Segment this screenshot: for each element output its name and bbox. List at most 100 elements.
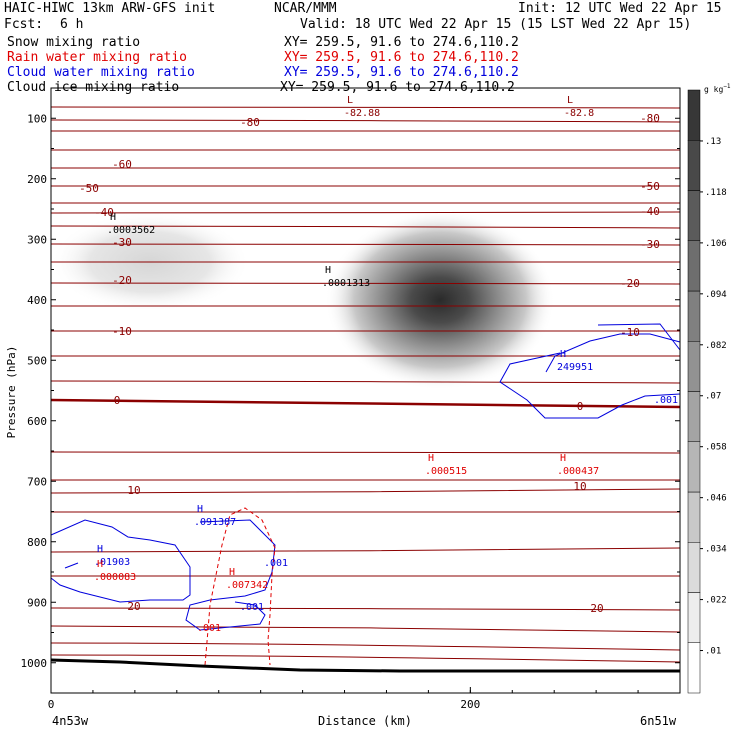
temperature-contour-line (51, 211, 680, 214)
field-xy-cloud-ice: XY= 259.5, 91.6 to 274.6,110.2 (280, 80, 515, 95)
y-tick-label: 800 (27, 536, 47, 549)
cloud-water-contour (185, 519, 276, 631)
temperature-contour-line (51, 380, 680, 384)
colorbar-band (687, 642, 701, 694)
temperature-contour-line (51, 625, 680, 633)
contour-value-label: .001 (654, 395, 678, 406)
temperature-contour-line (51, 282, 680, 285)
temperature-label: -40 (94, 206, 114, 219)
temperature-contour-line (51, 547, 680, 553)
colorbar-band (687, 240, 701, 292)
colorbar-label: .106 (705, 239, 727, 249)
y-tick-label: 500 (27, 354, 47, 367)
temperature-label: 0 (114, 394, 121, 407)
extrema-marker: L (347, 95, 353, 106)
temperature-labels: -80 -80 -60 -50 -50 -40 -40 -30 -30 -20 -20 -10 -10 0… (79, 112, 660, 615)
field-xy-cloud-water: XY= 259.5, 91.6 to 274.6,110.2 (284, 65, 519, 80)
extrema-value: 249951 (557, 362, 593, 373)
extrema-marker: H (560, 453, 566, 464)
temperature-label: -60 (112, 158, 132, 171)
colorbar-band (687, 140, 701, 191)
extrema-value: .000515 (425, 466, 467, 477)
temperature-label: 10 (127, 484, 140, 497)
colorbar-band (687, 89, 701, 141)
temperature-contour-line (51, 106, 680, 109)
colorbar-label: .046 (705, 494, 727, 504)
temperature-label: -30 (112, 236, 132, 249)
extrema-marker: H (560, 349, 566, 360)
field-name-rain: Rain water mixing ratio (7, 50, 188, 65)
cloud-water-contour (545, 333, 681, 373)
colorbar-band (687, 341, 701, 392)
temperature-label: -10 (112, 325, 132, 338)
temperature-label: 0 (577, 400, 584, 413)
colorbar-band (687, 542, 701, 593)
colorbar-band (687, 592, 701, 643)
temperature-label: -50 (79, 182, 99, 195)
temperature-contour-line (51, 488, 680, 494)
colorbar-label: .034 (705, 545, 727, 555)
temperature-label: -50 (640, 180, 660, 193)
colorbar-label: .082 (705, 341, 727, 351)
colorbar-label: .058 (705, 443, 727, 453)
plot-frame (50, 87, 681, 694)
extrema-labels: L -82.88 L -82.8 H .0003562 H .0001313 H 249951 H.… (94, 95, 599, 591)
y-tick-label: 1000 (21, 657, 48, 670)
init-label: Init: 12 UTC Wed 22 Apr 15 (518, 1, 722, 16)
extrema-marker: H (325, 265, 331, 276)
colorbar-label: .094 (705, 290, 727, 300)
rain-water-contour (204, 507, 276, 666)
extrema-value: -82.88 (344, 108, 380, 119)
temperature-label: -30 (640, 238, 660, 251)
colorbar-unit: g kg−1 (704, 83, 731, 94)
colorbar: .01 .022 .034 .046 .058 .07 .082 .094 .106 .118 .1… (687, 89, 727, 694)
temperature-contours (51, 106, 680, 663)
extrema-marker: H (229, 567, 235, 578)
terrain-line (50, 658, 680, 673)
colorbar-unit-base: g kg (704, 85, 723, 94)
contour-value-labels: .001 .001 .001 .001 (197, 395, 678, 634)
temperature-contour-line (51, 607, 680, 611)
fcst-value: 6 h (60, 17, 84, 32)
temperature-contour-line (51, 451, 680, 454)
temperature-label: -80 (240, 116, 260, 129)
field-xy-rain: XY= 259.5, 91.6 to 274.6,110.2 (284, 50, 519, 65)
field-xy-snow: XY= 259.5, 91.6 to 274.6,110.2 (284, 35, 519, 50)
contour-value-label: .001 (264, 558, 288, 569)
extrema-value: .000083 (94, 572, 136, 583)
endpoint-left-label: 4n53w (52, 714, 89, 728)
y-tick-label: 300 (27, 233, 47, 246)
x-axis: 0 200 (48, 687, 681, 711)
temperature-label: -20 (620, 277, 640, 290)
extrema-marker: H (428, 453, 434, 464)
colorbar-label: .118 (705, 188, 727, 198)
extrema-value: .0001313 (322, 278, 370, 289)
temperature-label: -80 (640, 112, 660, 125)
extrema-marker: L (567, 95, 573, 106)
cloud-water-contour (64, 562, 79, 569)
y-tick-label: 100 (27, 112, 47, 125)
contour-value-label: .001 (197, 623, 221, 634)
field-name-snow: Snow mixing ratio (7, 35, 141, 50)
cloud-water-contours (50, 323, 681, 631)
colorbar-unit-exponent: −1 (723, 83, 731, 90)
temperature-contour-line (51, 642, 680, 651)
extrema-value: .0003562 (107, 225, 155, 236)
extrema-value: .000437 (557, 466, 599, 477)
org-label: NCAR/MMM (274, 1, 337, 16)
colorbar-band (687, 190, 701, 241)
extrema-value: .007342 (226, 580, 268, 591)
freezing-level-line (50, 398, 681, 409)
colorbar-label: .01 (705, 647, 721, 657)
contour-value-label: .001 (240, 602, 264, 613)
temperature-contour-line (51, 119, 680, 123)
temperature-label: 10 (573, 480, 586, 493)
cloud-water-contour (499, 352, 681, 419)
y-tick-label: 600 (27, 415, 47, 428)
cloud-ice-max-shading (325, 210, 555, 390)
field-name-cloud-water: Cloud water mixing ratio (7, 65, 195, 80)
colorbar-band (687, 491, 701, 543)
colorbar-label: .13 (705, 137, 721, 147)
temperature-label: 20 (590, 602, 603, 615)
colorbar-band (687, 441, 701, 493)
